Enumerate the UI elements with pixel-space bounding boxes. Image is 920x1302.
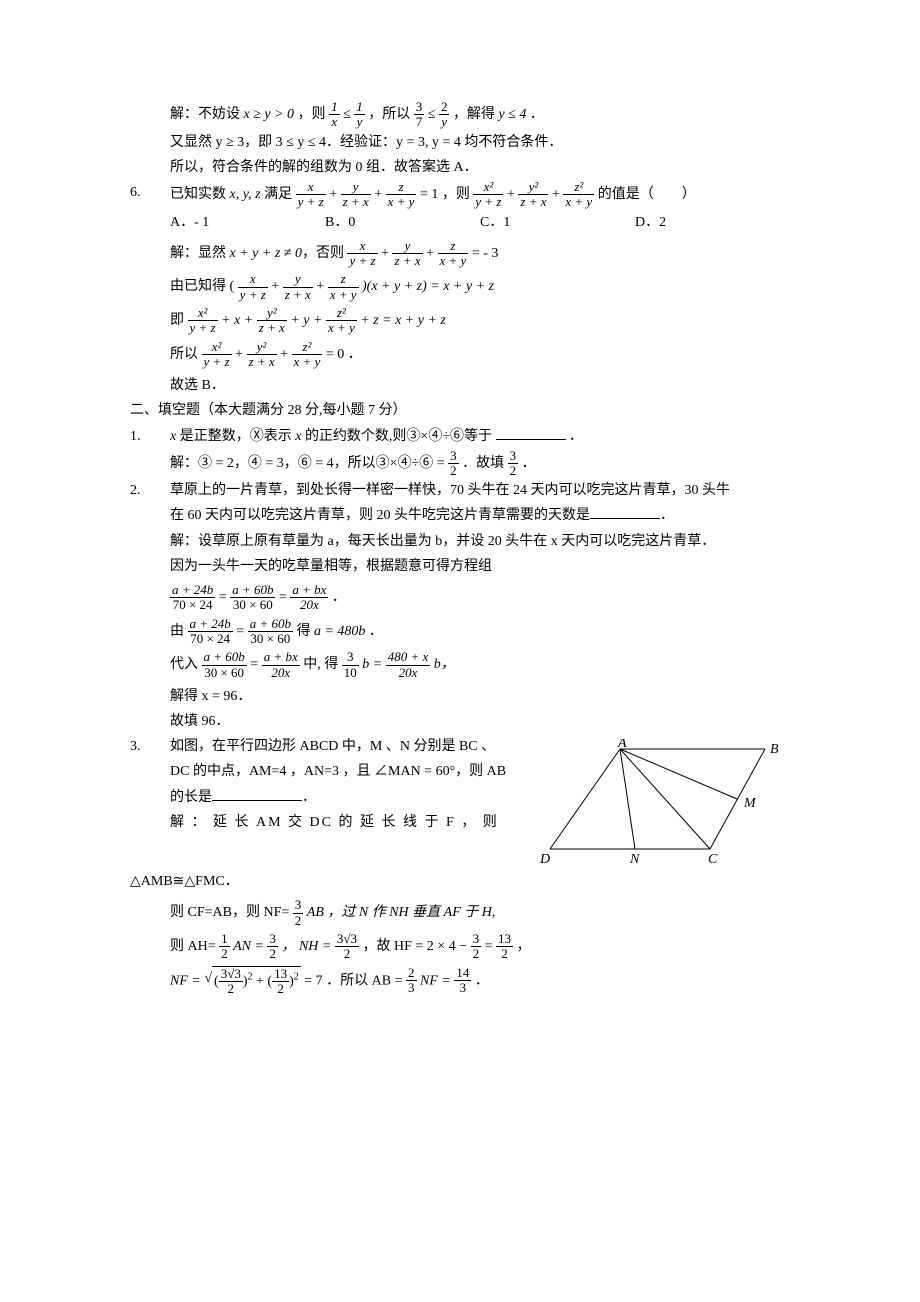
frac: zx + y	[386, 180, 417, 210]
text: +	[552, 187, 563, 202]
f2-stem-l2: 在 60 天内可以吃完这片青草，则 20 头牛吃完这片青草需要的天数是．	[170, 503, 790, 528]
opt-b: B．0	[325, 210, 480, 235]
section-2-title: 二、填空题（本大题满分 28 分,每小题 7 分）	[130, 398, 790, 423]
q5-sol-line1: 解：不妨设 x ≥ y > 0 ，则 1x ≤ 1y ，所以 37 ≤ 2y ，…	[170, 100, 790, 130]
f3-sol-5: NF = (3√32)2 + (132)2 = 7 ．所以 AB = 23 NF…	[170, 966, 790, 997]
f2-eq1: a + 24b70 × 24 = a + 60b30 × 60 = a + bx…	[170, 583, 790, 613]
svg-text:B: B	[770, 742, 779, 757]
text: 解：不妨设	[170, 107, 244, 122]
frac: x²y + z	[473, 180, 503, 210]
f2-sol-1: 解：设草原上原有草量为 a，每天长出量为 b，并设 20 头牛在 x 天内可以吃…	[170, 529, 790, 554]
q6-sol-5: 故选 B．	[170, 373, 790, 398]
f2-sol-6: 故填 96．	[170, 709, 790, 734]
q6: 6. 已知实数 x, y, z 满足 xy + z + yz + x + zx …	[130, 180, 790, 398]
text: 已知实数	[170, 187, 230, 202]
q6-options: A．- 1 B．0 C．1 D．2	[170, 210, 790, 235]
fill-2: 2. 草原上的一片青草，到处长得一样密一样快，70 头牛在 24 天内可以吃完这…	[130, 478, 790, 734]
frac: yz + x	[341, 180, 371, 210]
text: ，所以	[368, 107, 414, 122]
q6-stem: 已知实数 x, y, z 满足 xy + z + yz + x + zx + y…	[170, 180, 790, 210]
f1-number: 1.	[130, 424, 170, 449]
math: x ≥ y > 0	[244, 107, 295, 122]
text: 的值是（ ）	[598, 187, 696, 202]
math: x, y, z	[230, 187, 261, 202]
q6-sol-1: 解：显然 x + y + z ≠ 0，否则 xy + z + yz + x + …	[170, 239, 790, 269]
f3-sol-2: △AMB≅△FMC．	[130, 869, 790, 894]
fill-1: 1. x 是正整数，Ⓧ表示 x 的正约数个数,则③×④÷⑥等于 ． 解：③ = …	[130, 424, 790, 479]
frac: 1y	[354, 100, 365, 130]
f3-sol-4: 则 AH= 12 AN = 32 ， NH = 3√32 ，故 HF = 2 ×…	[170, 932, 790, 962]
parallelogram-figure: A B C D M N	[540, 739, 790, 869]
f3-sol-rest: 则 CF=AB，则 NF= 32 AB ，过 N 作 NH 垂直 AF 于 H,…	[130, 898, 790, 996]
text: +	[507, 187, 518, 202]
text: ≤	[343, 107, 354, 122]
f1-sol: 解：③ = 2，④ = 3，⑥ = 4，所以③×④÷⑥ = 32 ．故填 32 …	[170, 449, 790, 479]
q5-sol-line2: 又显然 y ≥ 3，即 3 ≤ y ≤ 4．经验证：y = 3, y = 4 均…	[170, 130, 790, 155]
f2-sol-2: 因为一头牛一天的吃草量相等，根据题意可得方程组	[170, 554, 790, 579]
f1-stem: x 是正整数，Ⓧ表示 x 的正约数个数,则③×④÷⑥等于 ．	[170, 424, 790, 449]
frac: 1x	[329, 100, 340, 130]
f2-sol-3: 由 a + 24b70 × 24 = a + 60b30 × 60 得 a = …	[170, 617, 790, 647]
text: +	[329, 187, 340, 202]
frac: 2y	[439, 100, 450, 130]
f1-body: x 是正整数，Ⓧ表示 x 的正约数个数,则③×④÷⑥等于 ． 解：③ = 2，④…	[170, 424, 790, 479]
opt-a: A．- 1	[170, 210, 325, 235]
frac: y²z + x	[518, 180, 548, 210]
f2-stem-l1: 草原上的一片青草，到处长得一样密一样快，70 头牛在 24 天内可以吃完这片青草…	[170, 478, 790, 503]
f3-sol-3: 则 CF=AB，则 NF= 32 AB ，过 N 作 NH 垂直 AF 于 H,	[170, 898, 790, 928]
f3-number: 3.	[130, 734, 170, 759]
svg-text:D: D	[540, 852, 550, 867]
diagram-svg: A B C D M N	[540, 739, 790, 869]
blank	[212, 786, 302, 801]
opt-c: C．1	[480, 210, 635, 235]
f3-body: ABCDMN 如图，在平行四边形 ABCD 中，M 、N 分别是 BC 、 DC…	[170, 734, 790, 869]
text: ≤	[428, 107, 439, 122]
svg-text:C: C	[708, 852, 718, 867]
text: +	[374, 187, 385, 202]
text: 满足	[264, 187, 296, 202]
q6-body: 已知实数 x, y, z 满足 xy + z + yz + x + zx + y…	[170, 180, 790, 398]
math: y ≤ 4	[498, 107, 526, 122]
q6-sol-2: 由已知得 ( xy + z + yz + x + zx + y )(x + y …	[170, 272, 790, 302]
text: ，则	[442, 187, 474, 202]
q6-sol-4: 所以 x²y + z + y²z + x + z²x + y = 0 ．	[170, 340, 790, 370]
frac: xy + z	[296, 180, 326, 210]
f2-sol-5: 解得 x = 96．	[170, 684, 790, 709]
text: ．	[530, 107, 544, 122]
svg-text:N: N	[629, 852, 640, 867]
q5-solution: 解：不妨设 x ≥ y > 0 ，则 1x ≤ 1y ，所以 37 ≤ 2y ，…	[130, 100, 790, 180]
fill-3: 3. ABCDMN 如图，在平行四边形 ABCD 中，M 、N 分别是 BC 、…	[130, 734, 790, 869]
svg-text:M: M	[743, 796, 757, 811]
text: ，解得	[453, 107, 499, 122]
q5-sol-line3: 所以，符合条件的解的组数为 0 组．故答案选 A．	[170, 155, 790, 180]
text: ，则	[298, 107, 330, 122]
blank	[496, 425, 566, 440]
opt-d: D．2	[635, 210, 790, 235]
q6-sol-3: 即 x²y + z + x + y²z + x + y + z²x + y + …	[170, 306, 790, 336]
q6-number: 6.	[130, 180, 170, 205]
f2-body: 草原上的一片青草，到处长得一样密一样快，70 头牛在 24 天内可以吃完这片青草…	[170, 478, 790, 734]
f2-number: 2.	[130, 478, 170, 503]
text: = 1	[420, 187, 438, 202]
frac: 37	[414, 100, 425, 130]
svg-text:A: A	[617, 739, 627, 751]
blank	[590, 504, 660, 519]
f2-sol-4: 代入 a + 60b30 × 60 = a + bx20x 中, 得 310 b…	[170, 650, 790, 680]
frac: z²x + y	[563, 180, 594, 210]
